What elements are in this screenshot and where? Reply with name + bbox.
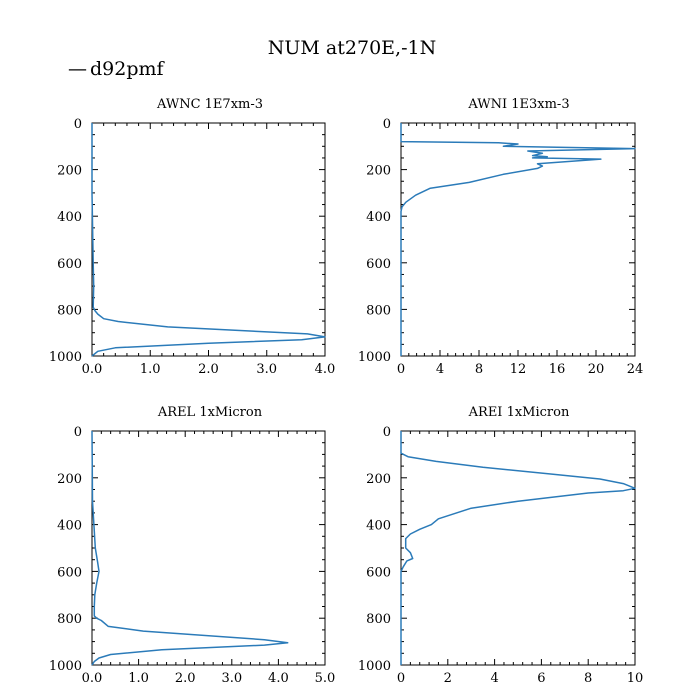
y-tick-label: 200 [57,472,82,487]
x-tick-label: 4.0 [315,362,336,377]
x-tick-label: 1.0 [128,671,149,686]
figure-title: NUM at270E,-1N [268,37,436,59]
x-tick-label: 2.0 [175,671,196,686]
x-tick-label: 3.0 [221,671,242,686]
plot-frame [400,430,636,666]
panel-title: AREL 1xMicron [157,405,263,420]
plot-frame [400,122,636,357]
y-tick-label: 600 [57,565,82,580]
x-tick-label: 5.0 [315,671,336,686]
series-line [400,123,636,356]
x-tick-label: 1.0 [140,362,161,377]
x-tick-label: 16 [549,362,566,377]
panel-awnc: AWNC 1E7xm-3 0.0 1.0 2.0 3.0 4.0 0 200 400 600 80… [49,97,335,377]
y-tick-label: 400 [57,519,82,534]
x-tick-label: 2 [444,671,452,686]
y-tick-label: 0 [74,117,82,132]
panel-arel: AREL 1xMicron 0.0 1.0 2.0 3.0 4.0 5.0 0 200 400 6… [49,405,335,686]
y-tick-label: 800 [366,612,391,627]
panel-title: AWNC 1E7xm-3 [156,97,263,112]
x-tick-label: 8 [584,671,592,686]
x-tick-label: 24 [627,362,644,377]
legend: — d92pmf [68,58,166,80]
plot-frame [91,430,326,666]
x-tick-label: 3.0 [256,362,277,377]
y-tick-label: 800 [366,303,391,318]
y-tick-label: 800 [57,612,82,627]
y-tick-label: 400 [366,210,391,225]
y-tick-label: 800 [57,303,82,318]
plot-frame [91,122,326,357]
series-line [91,123,326,357]
y-tick-label: 200 [366,164,391,179]
x-tick-label: 8 [475,362,483,377]
y-tick-label: 1000 [358,350,391,365]
panel-title: AREI 1xMicron [468,405,570,420]
y-tick-label: 1000 [49,659,82,674]
x-tick-label: 0 [397,362,405,377]
x-tick-label: 12 [510,362,527,377]
y-tick-label: 0 [383,425,391,440]
panel-arei: AREI 1xMicron 0 2 4 6 8 10 0 200 400 600 800 1000 [358,405,643,686]
x-tick-label: 20 [588,362,605,377]
legend-symbol: — [68,58,87,80]
y-tick-label: 200 [57,164,82,179]
series-line [400,431,636,665]
x-tick-label: 2.0 [198,362,219,377]
x-tick-label: 10 [627,671,644,686]
y-tick-label: 1000 [49,350,82,365]
y-tick-label: 400 [366,519,391,534]
x-tick-label: 0 [397,671,405,686]
y-tick-label: 400 [57,210,82,225]
panel-title: AWNI 1E3xm-3 [467,97,569,112]
x-tick-label: 4.0 [268,671,289,686]
x-tick-label: 0.0 [82,362,103,377]
y-tick-label: 200 [366,472,391,487]
y-tick-label: 600 [366,257,391,272]
legend-label: d92pmf [90,58,166,80]
y-tick-label: 600 [366,565,391,580]
y-tick-label: 0 [74,425,82,440]
panel-awni: AWNI 1E3xm-3 0 4 8 12 16 20 24 0 200 400 600 800 100… [358,97,643,377]
x-tick-label: 4 [436,362,444,377]
x-tick-label: 0.0 [82,671,103,686]
series-line [91,430,289,666]
x-tick-label: 4 [490,671,498,686]
y-tick-label: 1000 [358,659,391,674]
y-tick-label: 600 [57,257,82,272]
y-tick-label: 0 [383,117,391,132]
x-tick-label: 6 [537,671,545,686]
